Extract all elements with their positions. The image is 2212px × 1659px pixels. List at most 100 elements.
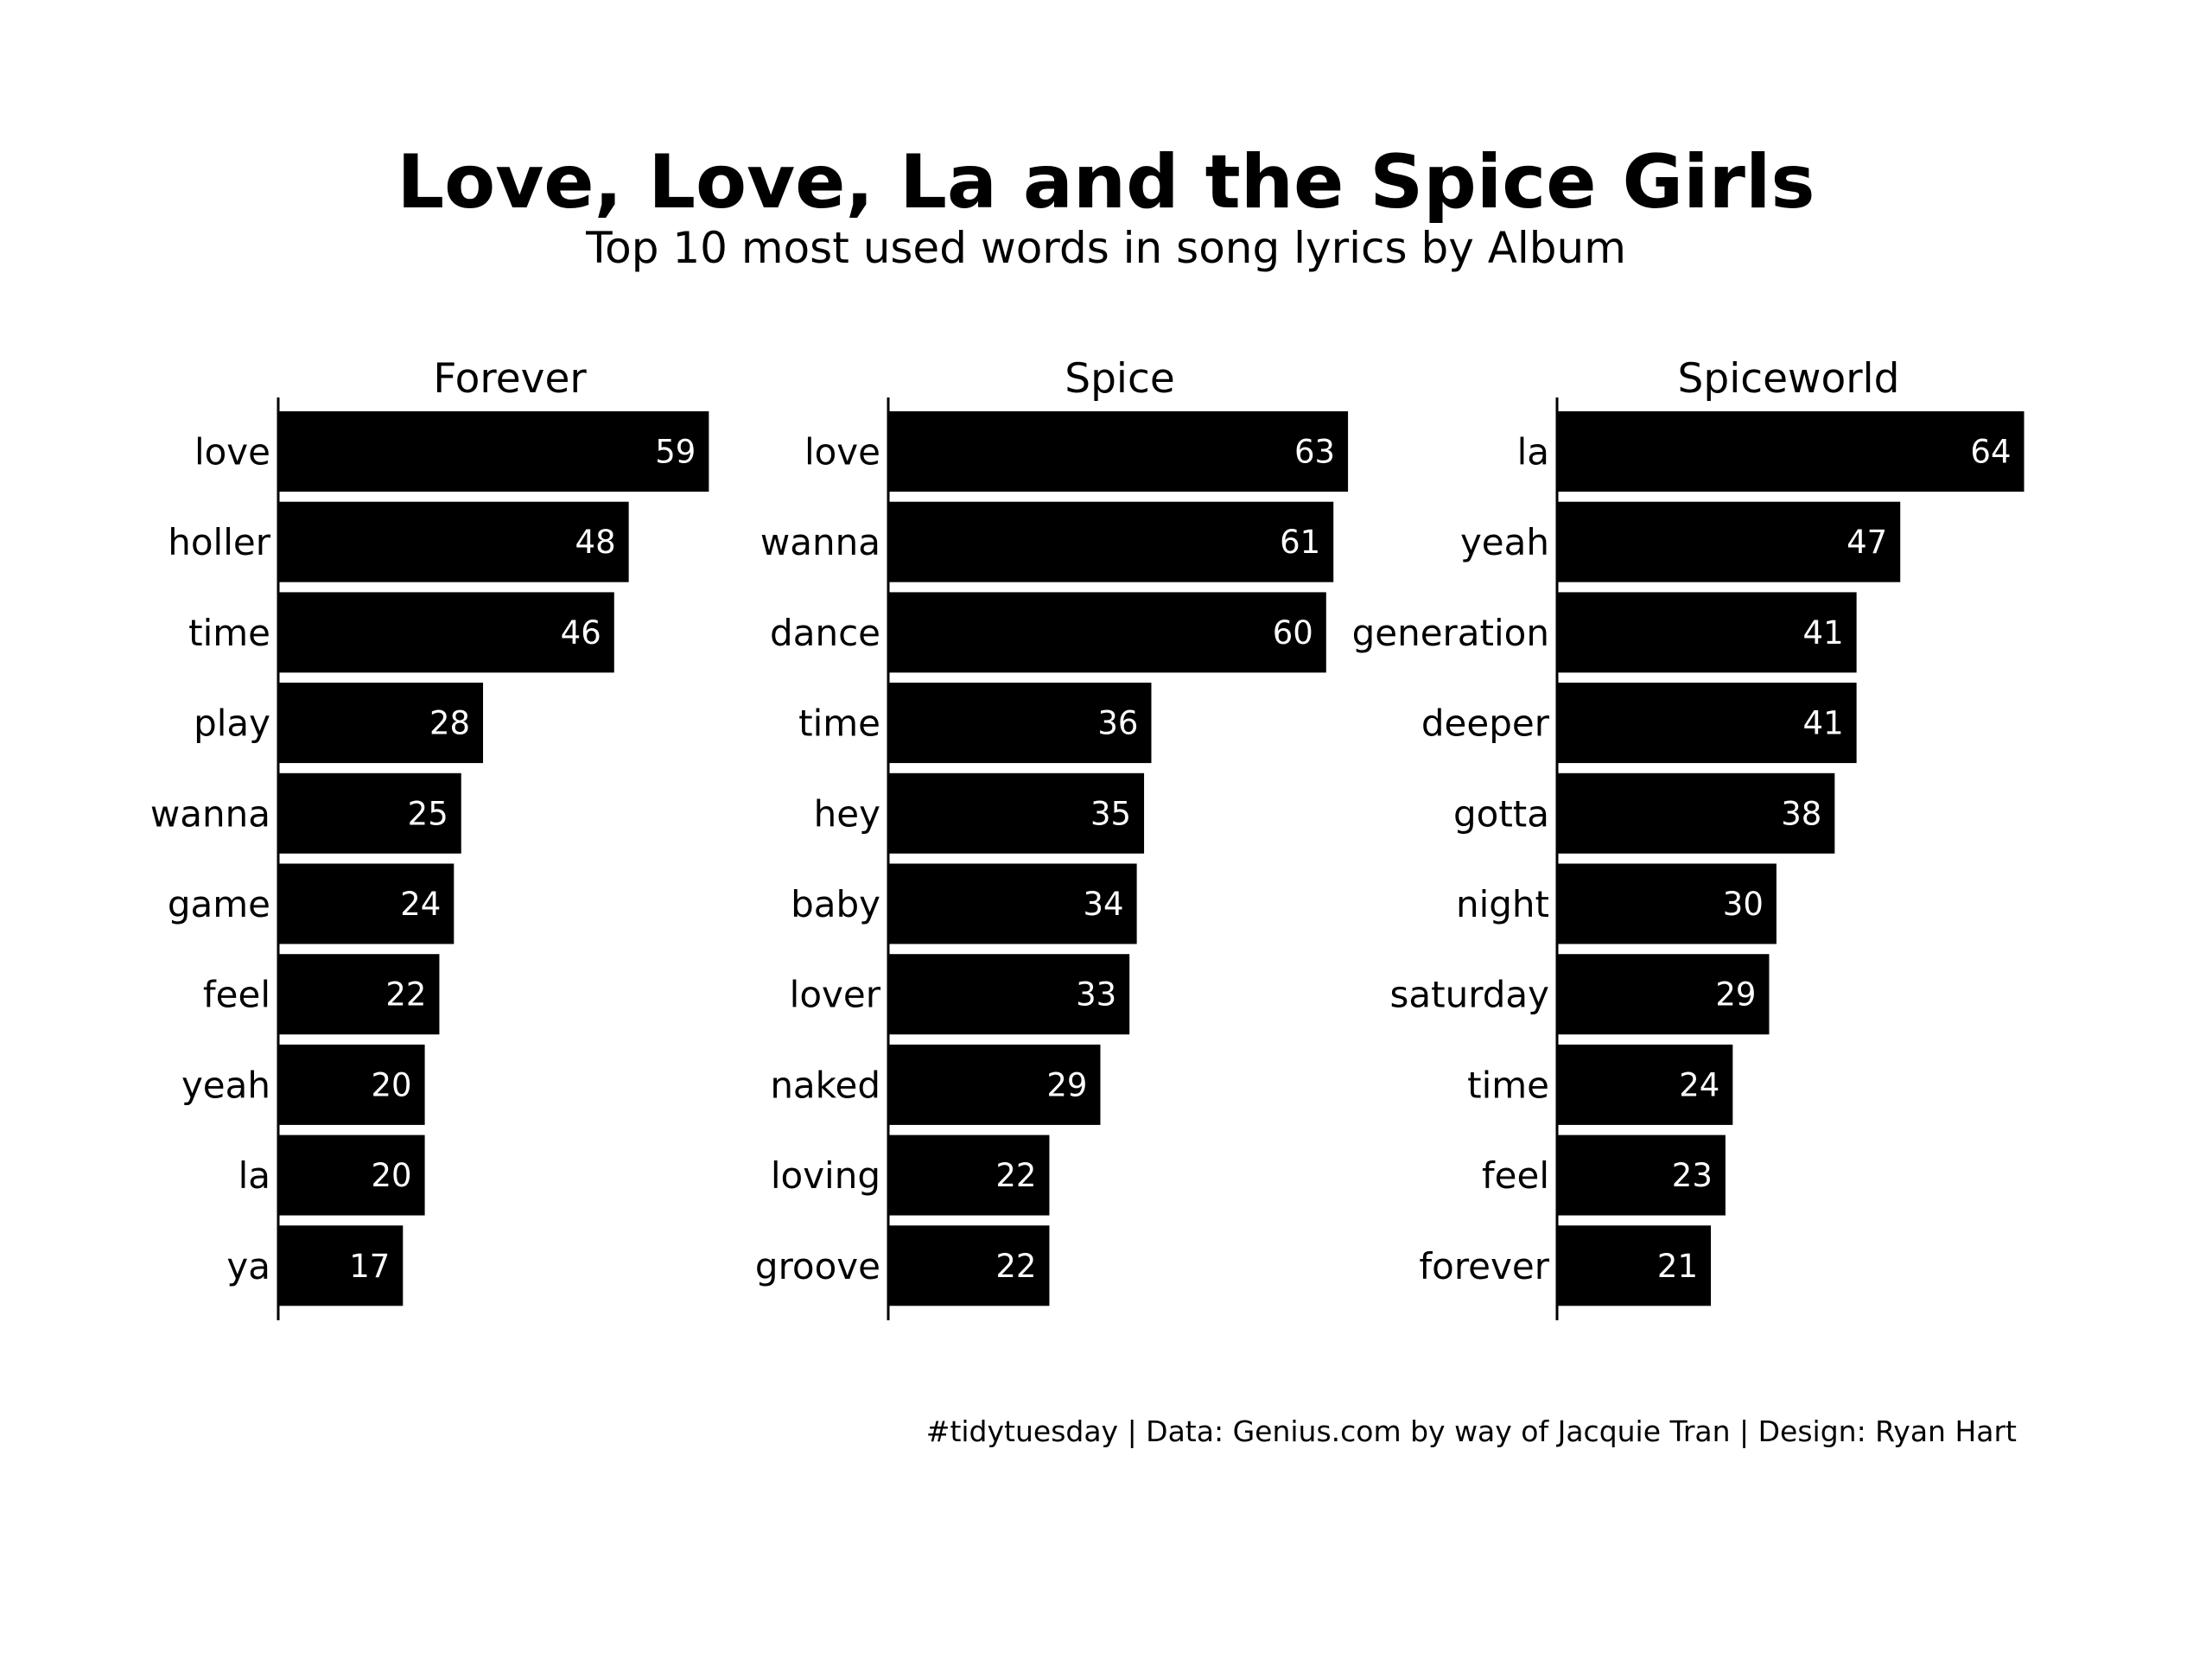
bar-yeah [1558, 501, 1901, 582]
category-label: baby [791, 883, 880, 925]
category-label: love [194, 431, 270, 474]
category-label: time [1467, 1064, 1549, 1106]
category-label: generation [1352, 612, 1549, 654]
value-label: 33 [1076, 976, 1116, 1014]
category-label: love [804, 431, 880, 474]
value-label: 60 [1273, 614, 1313, 652]
bar-ya [279, 1225, 404, 1306]
value-label: 17 [349, 1248, 390, 1285]
bar-time [279, 592, 614, 673]
value-label: 24 [400, 886, 441, 923]
category-label: holler [168, 521, 270, 563]
bar-baby [889, 863, 1137, 944]
facet-title: Spiceworld [1678, 355, 1900, 403]
value-label: 30 [1723, 886, 1764, 923]
value-label: 36 [1097, 705, 1138, 742]
value-label: 22 [995, 1157, 1036, 1194]
category-label: feel [203, 974, 270, 1016]
value-label: 46 [561, 614, 601, 652]
category-label: night [1456, 883, 1549, 925]
bar-time [1558, 1044, 1733, 1125]
category-label: game [168, 883, 270, 925]
category-label: groove [755, 1245, 880, 1287]
value-label: 23 [1672, 1157, 1713, 1194]
category-label: wanna [760, 521, 880, 563]
bar-hey [889, 772, 1145, 854]
value-label: 47 [1847, 524, 1887, 561]
value-label: 48 [575, 524, 616, 561]
value-label: 20 [372, 1157, 412, 1194]
chart-subtitle: Top 10 most used words in song lyrics by… [586, 223, 1626, 273]
bar-time [889, 683, 1152, 764]
value-label: 63 [1294, 434, 1335, 471]
value-label: 41 [1803, 614, 1844, 652]
bar-groove [889, 1225, 1050, 1306]
bar-naked [889, 1044, 1101, 1125]
value-label: 41 [1803, 705, 1844, 742]
category-label: naked [770, 1064, 880, 1106]
bar-game [279, 863, 454, 944]
category-label: la [1517, 431, 1549, 474]
value-label: 61 [1280, 524, 1320, 561]
category-label: la [238, 1154, 270, 1197]
value-label: 38 [1781, 795, 1821, 832]
bar-feel [279, 954, 440, 1035]
bar-loving [889, 1135, 1050, 1216]
facet-spiceworld: Spiceworld la 64 yeah 47 generation 41 deeper 41… [1352, 355, 2024, 1320]
bar-holler [279, 501, 629, 582]
category-label: forever [1419, 1245, 1549, 1287]
category-label: lover [790, 974, 881, 1016]
category-label: time [798, 702, 880, 745]
category-label: yeah [181, 1064, 270, 1106]
facet-title: Forever [433, 355, 587, 403]
value-label: 29 [1046, 1066, 1087, 1103]
bar-saturday [1558, 954, 1770, 1035]
value-label: 64 [1970, 434, 2011, 471]
facet-title: Spice [1065, 355, 1174, 403]
category-label: dance [770, 612, 880, 654]
bar-gotta [1558, 772, 1835, 854]
bar-play [279, 683, 484, 764]
bar-love [279, 411, 709, 492]
bar-wanna [279, 772, 461, 854]
category-label: play [194, 702, 270, 745]
category-label: ya [226, 1245, 270, 1287]
value-label: 20 [372, 1066, 412, 1103]
bar-dance [889, 592, 1326, 673]
facet-forever: Forever love 59 holler 48 time 46 play 28 wanna 25… [150, 355, 709, 1320]
category-label: time [188, 612, 270, 654]
bar-la [279, 1135, 425, 1216]
category-label: loving [771, 1154, 880, 1197]
bar-night [1558, 863, 1777, 944]
value-label: 22 [385, 976, 426, 1014]
bar-wanna [889, 501, 1334, 582]
category-label: saturday [1390, 974, 1550, 1016]
facet-spice: Spice love 63 wanna 61 dance 60 time 36 hey 35 baby… [755, 355, 1349, 1320]
value-label: 22 [995, 1248, 1036, 1285]
category-label: wanna [150, 792, 270, 835]
value-label: 59 [655, 434, 696, 471]
chart-title: Love, Love, La and the Spice Girls [397, 139, 1815, 226]
category-label: yeah [1460, 521, 1549, 563]
bar-deeper [1558, 683, 1857, 764]
value-label: 35 [1090, 795, 1131, 832]
category-label: hey [814, 792, 880, 835]
bar-lover [889, 954, 1130, 1035]
category-label: feel [1482, 1154, 1549, 1197]
bar-forever [1558, 1225, 1712, 1306]
value-label: 21 [1657, 1248, 1698, 1285]
value-label: 34 [1084, 886, 1124, 923]
category-label: gotta [1453, 792, 1549, 835]
bar-generation [1558, 592, 1857, 673]
value-label: 29 [1715, 976, 1756, 1014]
value-label: 25 [408, 795, 448, 832]
chart-caption: #tidytuesday | Data: Genius.com by way o… [925, 1414, 2017, 1448]
bar-la [1558, 411, 2024, 492]
bar-feel [1558, 1135, 1726, 1216]
value-label: 28 [429, 705, 470, 742]
value-label: 24 [1679, 1066, 1719, 1103]
bar-love [889, 411, 1349, 492]
category-label: deeper [1421, 702, 1550, 745]
bar-yeah [279, 1044, 425, 1125]
